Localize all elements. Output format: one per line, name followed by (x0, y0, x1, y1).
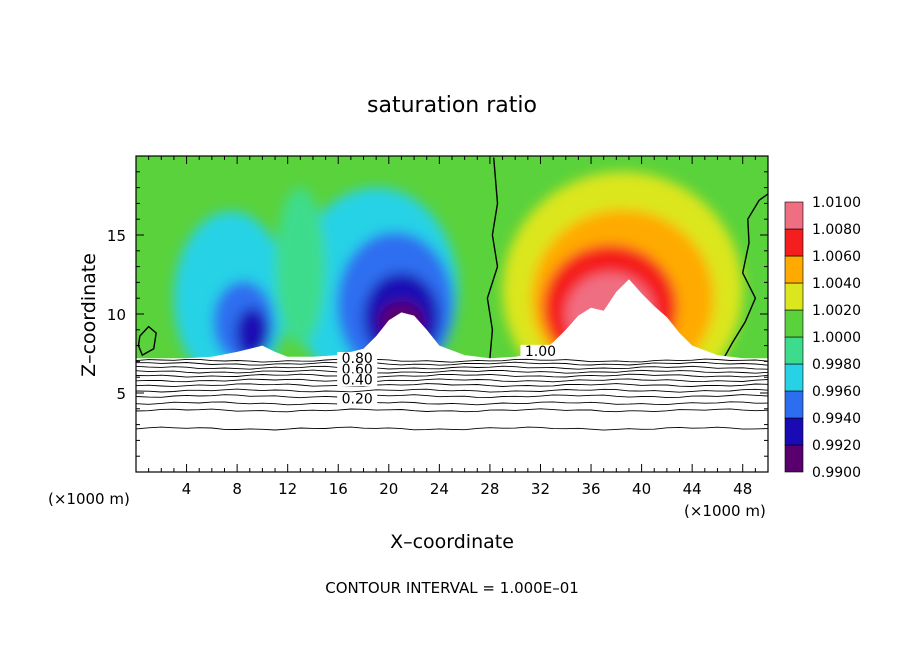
colorbar-bin (784, 201, 804, 230)
colorbar-label: 1.0060 (812, 249, 861, 265)
contour-line-2 (136, 361, 769, 366)
saturation-contour-2 (723, 193, 768, 359)
x-tick-label: 16 (329, 480, 348, 498)
contour-line-1 (135, 358, 769, 363)
x-unit-left: (×1000 m) (48, 490, 130, 508)
colorbar-bin (784, 390, 804, 419)
contour-line-6 (135, 378, 769, 383)
colorbar-label: 1.0040 (812, 276, 861, 292)
colorbar-label: 0.9940 (812, 411, 861, 427)
colorbar-bin (784, 282, 804, 311)
colorbar-label: 0.9960 (812, 384, 861, 400)
contour-interval-note: CONTOUR INTERVAL = 1.000E–01 (325, 579, 579, 597)
chart-title: saturation ratio (367, 93, 537, 118)
colorbar-label: 1.0020 (812, 303, 861, 319)
colorbar-label: 1.0000 (812, 330, 861, 346)
x-tick-label: 36 (581, 480, 600, 498)
y-axis-label: Z–coordinate (78, 253, 100, 377)
y-tick-label: 15 (107, 227, 126, 245)
colorbar-label: 1.0100 (812, 195, 861, 211)
x-tick-label: 4 (182, 480, 192, 498)
saturation-contour-1 (486, 157, 499, 359)
contour-label-3: 0.40 (342, 372, 373, 388)
x-unit-right: (×1000 m) (684, 502, 766, 520)
field-area (136, 156, 768, 472)
x-tick-label: 8 (232, 480, 242, 498)
colorbar-bin (784, 336, 804, 365)
contour-lines: 0.800.600.400.201.00 (135, 344, 769, 431)
y-tick-label: 5 (116, 385, 126, 403)
blob-darkblue-left (235, 307, 269, 359)
colorbar-bin (784, 444, 804, 473)
colorbar-label: 1.0080 (812, 222, 861, 238)
colorbar-bin (784, 309, 804, 338)
terrain-surface (136, 279, 768, 472)
contour-label-1: 0.80 (342, 351, 373, 367)
x-tick-label: 40 (632, 480, 651, 498)
x-tick-label: 44 (683, 480, 702, 498)
x-tick-label: 48 (733, 480, 752, 498)
colorbar-bin (784, 363, 804, 392)
contour-line-8 (135, 388, 769, 393)
contour-line-11 (135, 408, 769, 413)
colorbar-bin (784, 255, 804, 284)
x-tick-label: 28 (480, 480, 499, 498)
colorbar-label: 0.9920 (812, 438, 861, 454)
contour-line-10 (135, 401, 769, 406)
contour-label-bg-1 (337, 351, 378, 365)
contour-label-4: 0.20 (342, 391, 373, 407)
contour-line-3 (135, 365, 769, 370)
contour-line-9 (135, 394, 769, 399)
contour-line-4 (135, 369, 769, 374)
contour-label-bg-4 (337, 392, 378, 406)
colorbar-bin (784, 228, 804, 257)
x-tick-label: 32 (531, 480, 550, 498)
contour-label-5: 1.00 (525, 344, 556, 360)
contour-label-bg-5 (520, 344, 561, 358)
y-tick-label: 10 (107, 306, 126, 324)
x-axis-label: X–coordinate (390, 531, 514, 553)
contour-label-bg-2 (337, 363, 378, 377)
contour-label-bg-3 (337, 373, 378, 387)
colorbar-label: 0.9980 (812, 357, 861, 373)
blob-mint (275, 187, 326, 346)
contour-line-12 (135, 426, 769, 431)
colorbar: 0.9900 0.9920 0.9940 0.9960 0.9980 1.0000 1.00… (784, 195, 861, 481)
x-tick-label: 24 (430, 480, 449, 498)
colorbar-bin (784, 417, 804, 446)
x-tick-label: 12 (278, 480, 297, 498)
x-tick-label: 20 (379, 480, 398, 498)
contour-line-5 (135, 373, 769, 378)
contour-line-7 (135, 383, 769, 388)
colorbar-label: 0.9900 (812, 465, 861, 481)
